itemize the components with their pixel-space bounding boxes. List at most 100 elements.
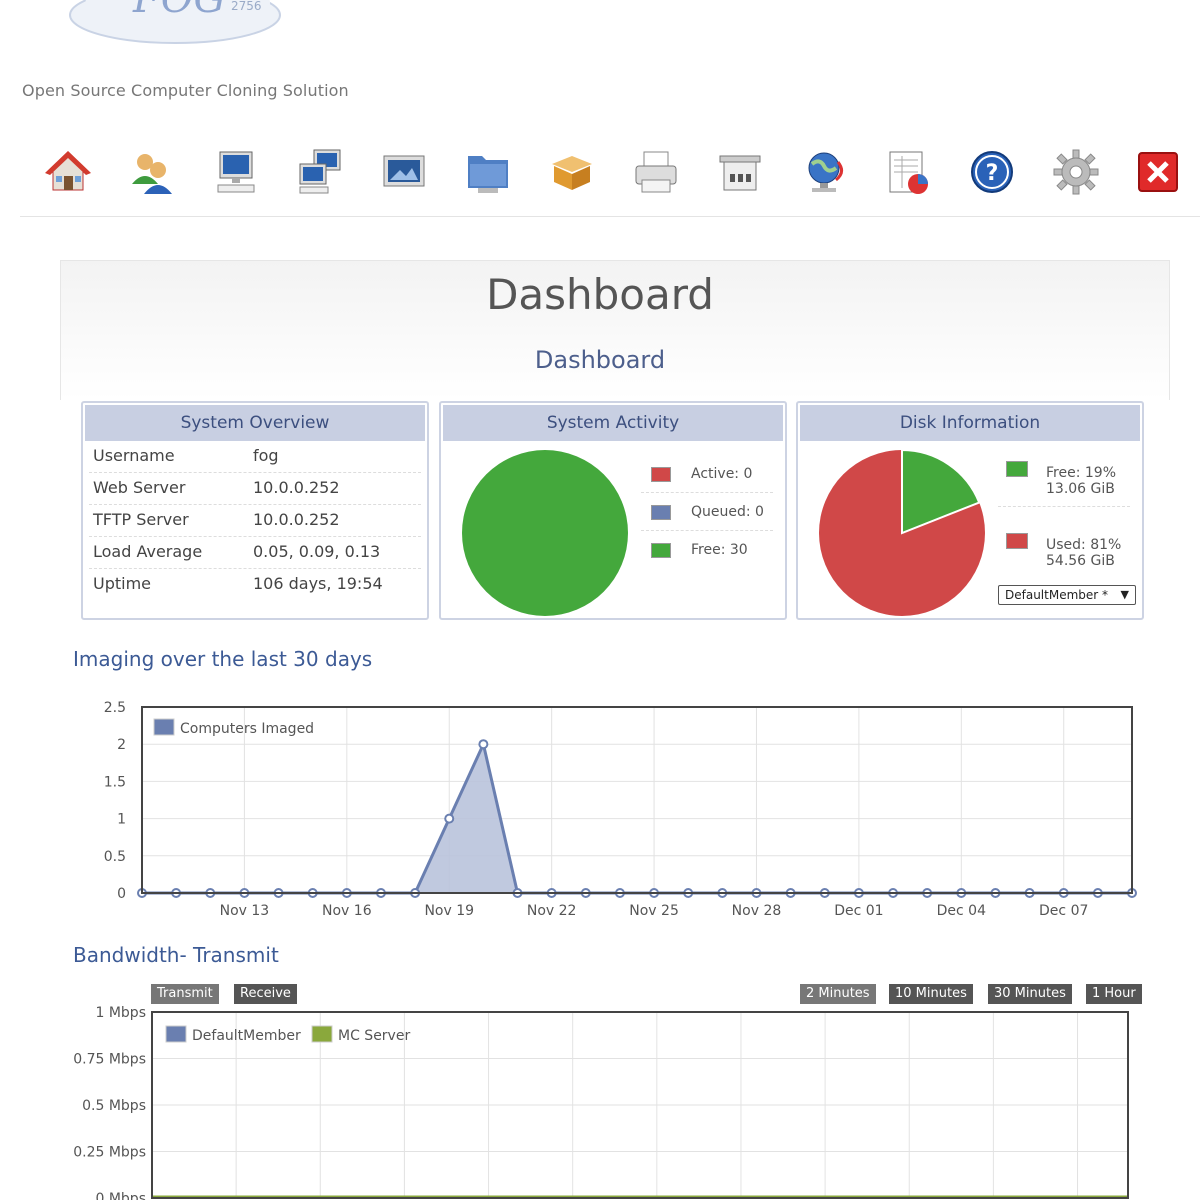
folder-icon[interactable] <box>458 142 518 202</box>
bandwidth-section-title: Bandwidth- Transmit <box>73 943 279 967</box>
bandwidth-chart: 0 Mbps 0.25 Mbps 0.5 Mbps 0.75 Mbps 1 Mbps De… <box>73 1005 1129 1200</box>
x-tick-label: Dec 07 <box>1039 903 1088 919</box>
y-tick-label: 0.25 Mbps <box>73 1145 146 1161</box>
overview-row: Username fog <box>89 441 421 473</box>
overview-row: TFTP Server 10.0.0.252 <box>89 505 421 537</box>
computers-group-icon[interactable] <box>290 142 350 202</box>
overview-value: 0.05, 0.09, 0.13 <box>253 542 381 561</box>
storage-node-selected-value: DefaultMember * <box>1005 588 1109 602</box>
image-icon[interactable] <box>374 142 434 202</box>
disk-legend-free: Free: 19% 13.06 GiB <box>998 453 1130 507</box>
y-tick-label: 2 <box>117 737 126 753</box>
y-tick-label: 1 Mbps <box>95 1005 146 1021</box>
overview-row: Uptime 106 days, 19:54 <box>89 569 421 601</box>
legend-swatch <box>165 1025 187 1043</box>
y-tick-label: 1 <box>117 812 126 828</box>
menu-divider <box>20 216 1200 217</box>
range-10-minutes-button[interactable]: 10 Minutes <box>889 984 973 1004</box>
page-subtitle: Dashboard <box>534 346 666 374</box>
legend-active: Active: 0 <box>641 457 773 493</box>
plot-border <box>141 706 1133 894</box>
legend-free: Free: 30 <box>641 533 773 569</box>
legend-swatch <box>153 718 175 736</box>
overview-key: TFTP Server <box>93 510 189 529</box>
imaging-section-title: Imaging over the last 30 days <box>73 647 373 671</box>
overview-key: Web Server <box>93 478 186 497</box>
range-30-minutes-button[interactable]: 30 Minutes <box>988 984 1072 1004</box>
disk-pie-free-slice <box>901 449 981 535</box>
range-2-minutes-button[interactable]: 2 Minutes <box>800 984 876 1004</box>
overview-key: Username <box>93 446 175 465</box>
page-title: Dashboard <box>486 270 714 319</box>
x-tick-label: Dec 04 <box>937 903 986 919</box>
legend-swatch-active <box>651 467 671 482</box>
disk-legend-swatch-used <box>1006 533 1028 549</box>
legend-swatch-queued <box>651 505 671 520</box>
users-icon[interactable] <box>122 142 182 202</box>
dashboard-panel <box>60 260 1170 400</box>
disk-information-box: Disk Information Free: 19% 13.06 GiB Use… <box>796 401 1144 620</box>
x-tick-label: Nov 22 <box>527 903 577 919</box>
x-tick-label: Dec 01 <box>834 903 883 919</box>
plot-border <box>151 1011 1129 1199</box>
y-tick-label: 2.5 <box>104 700 126 716</box>
help-icon[interactable]: ? <box>962 142 1022 202</box>
y-tick-label: 1.5 <box>104 774 126 790</box>
disk-used-label: Used: 81% <box>1046 537 1122 553</box>
disk-free-size: 13.06 GiB <box>1046 481 1115 497</box>
tagline: Open Source Computer Cloning Solution <box>22 81 349 100</box>
legend-label: DefaultMember <box>192 1028 301 1044</box>
legend-label: Computers Imaged <box>180 721 314 737</box>
computer-icon[interactable] <box>206 142 266 202</box>
x-tick-label: Nov 25 <box>629 903 679 919</box>
disk-free-label: Free: 19% <box>1046 465 1116 481</box>
disk-information-title: Disk Information <box>800 405 1140 441</box>
x-tick-label: Nov 28 <box>732 903 782 919</box>
box-icon[interactable] <box>542 142 602 202</box>
version-number: 2756 <box>231 0 262 13</box>
y-tick-label: 0.5 <box>104 849 126 865</box>
fog-logo[interactable]: FOG 2756 <box>65 0 285 45</box>
legend-swatch <box>311 1025 333 1043</box>
home-icon[interactable] <box>38 142 98 202</box>
overview-value: 106 days, 19:54 <box>253 574 383 593</box>
x-tick-label: Nov 19 <box>424 903 474 919</box>
y-tick-label: 0.5 Mbps <box>82 1098 146 1114</box>
gear-icon[interactable] <box>1046 142 1106 202</box>
overview-value: fog <box>253 446 279 465</box>
y-tick-label: 0.75 Mbps <box>73 1052 146 1068</box>
legend-swatch-free <box>651 543 671 558</box>
disk-used-size: 54.56 GiB <box>1046 553 1115 569</box>
legend-label-free: Free: 30 <box>691 542 748 558</box>
system-activity-title: System Activity <box>443 405 783 441</box>
legend-queued: Queued: 0 <box>641 495 773 531</box>
overview-row: Web Server 10.0.0.252 <box>89 473 421 505</box>
svg-text:?: ? <box>986 161 999 186</box>
range-1-hour-button[interactable]: 1 Hour <box>1086 984 1142 1004</box>
data-point <box>444 813 455 824</box>
legend-label: MC Server <box>338 1028 410 1044</box>
chevron-down-icon: ▼ <box>1120 588 1129 601</box>
disk-pie-chart <box>819 449 985 616</box>
globe-icon[interactable] <box>794 142 854 202</box>
overview-key: Uptime <box>93 574 152 593</box>
service-icon[interactable] <box>710 142 770 202</box>
legend-label-active: Active: 0 <box>691 466 753 482</box>
printer-icon[interactable] <box>626 142 686 202</box>
storage-node-select[interactable]: DefaultMember * ▼ <box>998 585 1136 605</box>
receive-button[interactable]: Receive <box>234 984 297 1004</box>
report-icon[interactable] <box>878 142 938 202</box>
disk-legend-used: Used: 81% 54.56 GiB <box>998 525 1130 579</box>
imaging-chart: 0 0.5 1 1.5 2 2.5 Nov 13 Nov 16 Nov 19 Nov 22 Nov … <box>104 700 1137 919</box>
system-overview-title: System Overview <box>85 405 425 441</box>
overview-value: 10.0.0.252 <box>253 478 340 497</box>
main-menu: ? <box>30 142 1190 202</box>
close-icon[interactable] <box>1128 142 1188 202</box>
system-overview-box: System Overview Username fog Web Server 10… <box>81 401 429 620</box>
legend-label-queued: Queued: 0 <box>691 504 764 520</box>
transmit-button[interactable]: Transmit <box>151 984 219 1004</box>
activity-pie-chart <box>462 450 628 616</box>
logo-text: FOG <box>132 0 226 22</box>
x-tick-label: Nov 13 <box>220 903 270 919</box>
data-point <box>478 739 489 750</box>
